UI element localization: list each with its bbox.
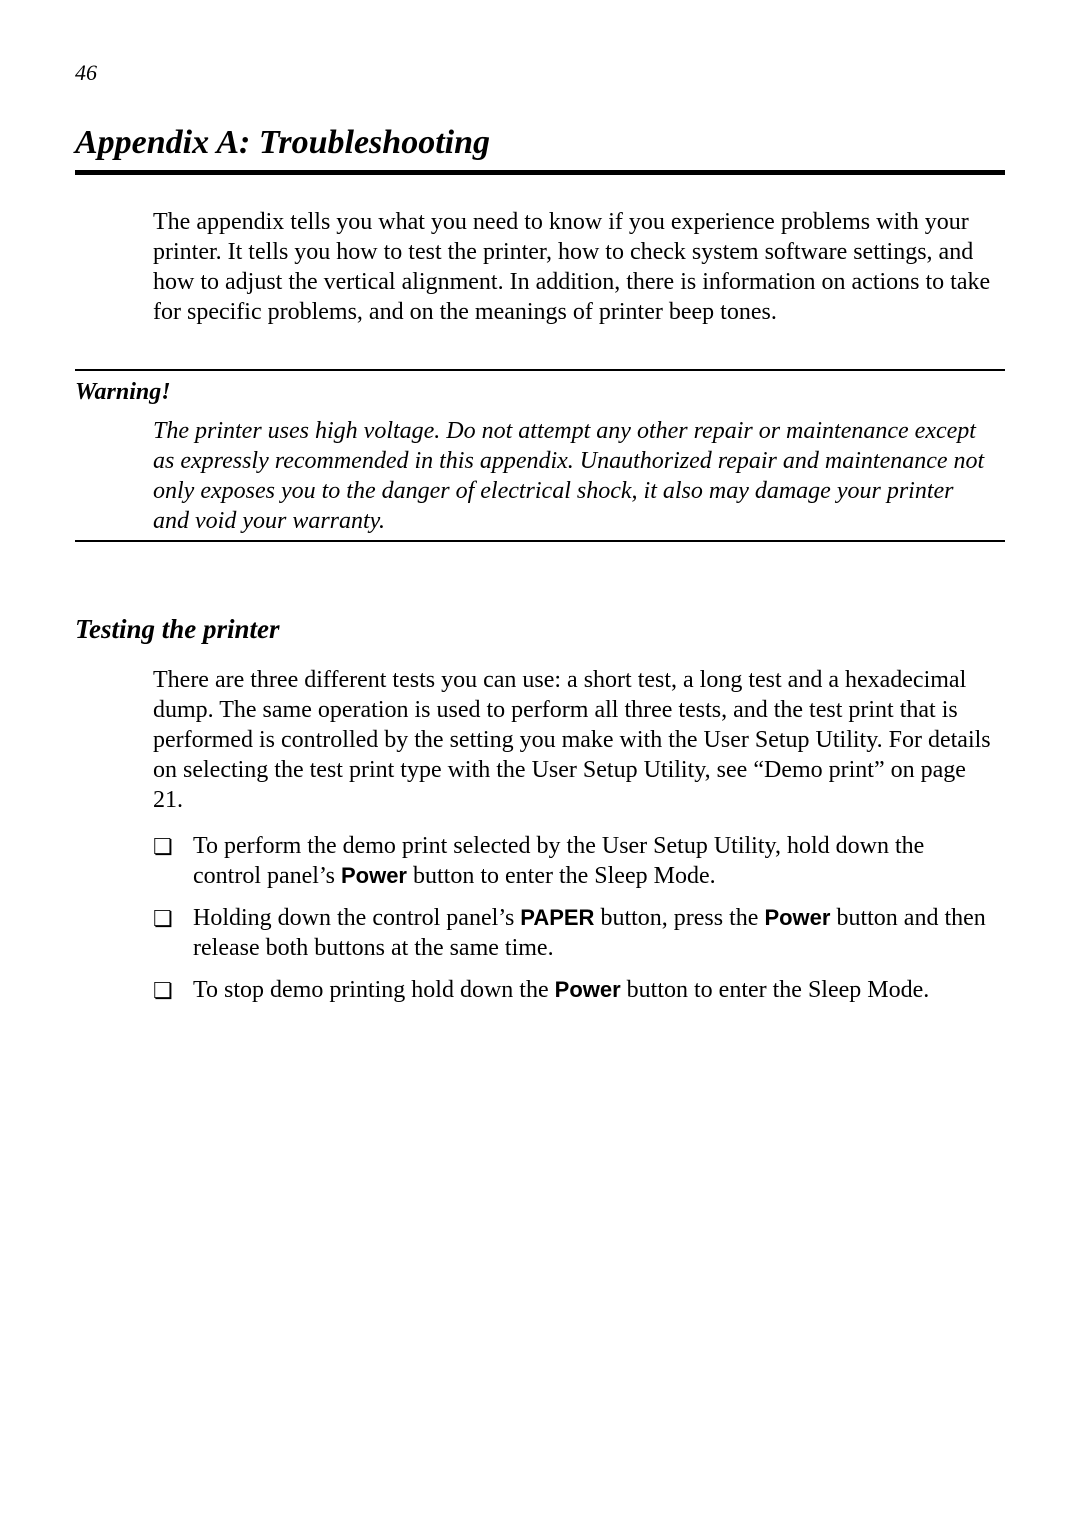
list-item: To stop demo printing hold down the Powe… (153, 975, 995, 1005)
list-item: Holding down the control panel’s PAPER b… (153, 903, 995, 963)
list-text: To stop demo printing hold down the (193, 977, 555, 1003)
power-button-label: Power (764, 905, 830, 930)
warning-top-rule (75, 369, 1005, 371)
warning-label: Warning! (75, 379, 1005, 406)
warning-paragraph: The printer uses high voltage. Do not at… (153, 416, 995, 536)
appendix-heading: Appendix A: Troubleshooting (75, 124, 1005, 162)
list-text: button, press the (594, 905, 764, 931)
power-button-label: Power (555, 977, 621, 1002)
page-number: 46 (75, 60, 1005, 86)
list-text: Holding down the control panel’s (193, 905, 520, 931)
heading-rule (75, 170, 1005, 175)
list-item: To perform the demo print selected by th… (153, 831, 995, 891)
warning-bottom-rule (75, 540, 1005, 542)
list-text: button to enter the Sleep Mode. (621, 977, 930, 1003)
paper-button-label: PAPER (520, 905, 594, 930)
power-button-label: Power (341, 863, 407, 888)
list-text: button to enter the Sleep Mode. (407, 863, 716, 889)
instruction-list: To perform the demo print selected by th… (153, 831, 995, 1005)
testing-subheading: Testing the printer (75, 614, 1005, 645)
intro-paragraph: The appendix tells you what you need to … (153, 207, 995, 327)
testing-paragraph: There are three different tests you can … (153, 665, 995, 815)
